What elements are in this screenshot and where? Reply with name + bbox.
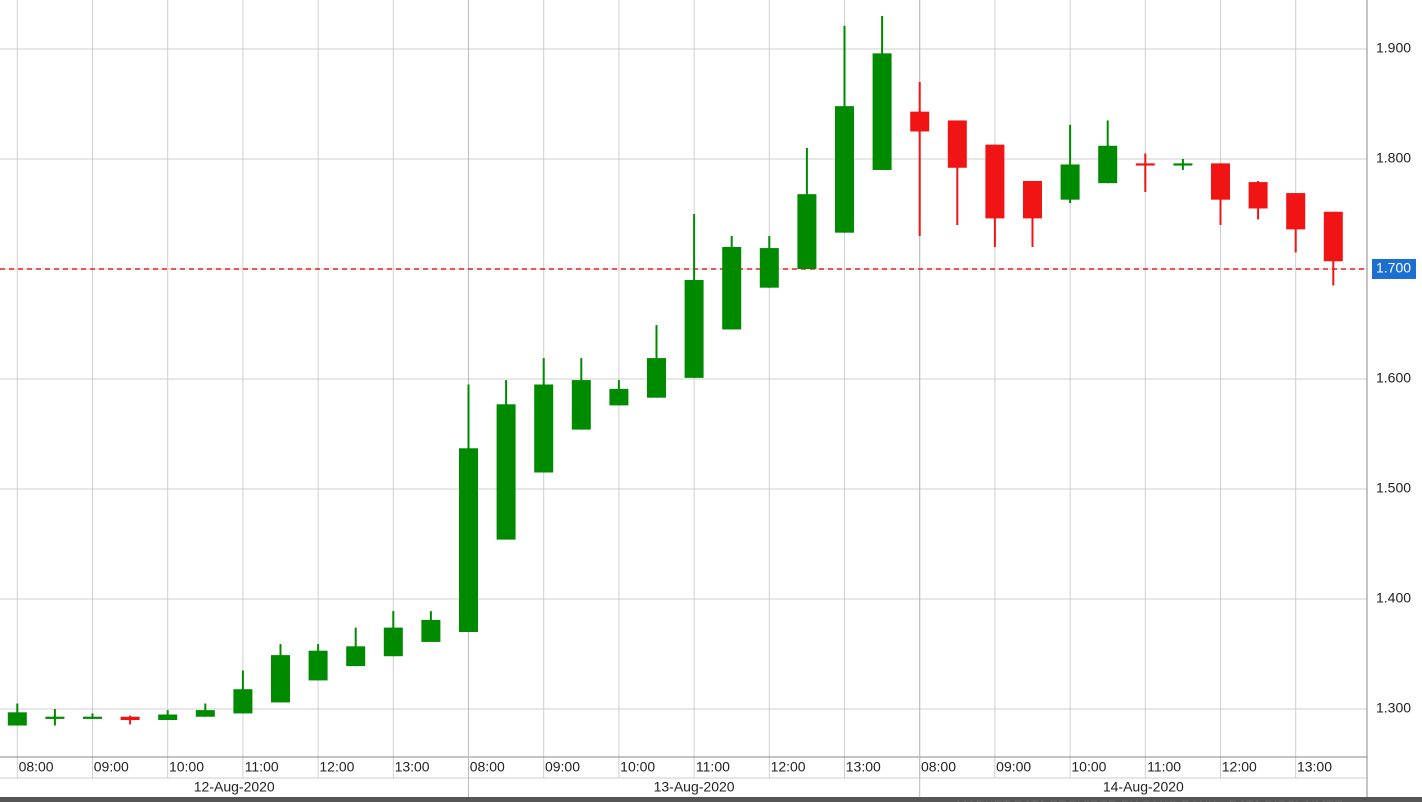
candle-body xyxy=(647,358,666,398)
candle-body xyxy=(45,716,65,719)
x-tick-label: 12:00 xyxy=(771,759,806,775)
candle-body xyxy=(1323,211,1343,262)
x-tick-label: 13:00 xyxy=(1297,759,1332,775)
candle-body xyxy=(534,384,554,473)
candle-body xyxy=(346,646,366,667)
candle-body xyxy=(1135,163,1155,166)
x-tick-label: 08:00 xyxy=(470,759,505,775)
day-label: 12-Aug-2020 xyxy=(194,779,275,795)
x-tick-label: 11:00 xyxy=(696,759,730,775)
price-label-box xyxy=(1372,258,1416,279)
candle-body xyxy=(308,650,328,681)
x-tick-label: 13:00 xyxy=(846,759,881,775)
x-tick-label: 11:00 xyxy=(245,759,279,775)
candle-body xyxy=(1211,163,1230,200)
y-tick-label: 1.400 xyxy=(1376,590,1411,606)
y-tick-label: 1.500 xyxy=(1376,480,1411,496)
x-tick-label: 12:00 xyxy=(1222,759,1257,775)
candle-body xyxy=(797,194,817,269)
candle-body xyxy=(872,53,892,170)
candle-body xyxy=(759,248,779,288)
x-tick-label: 09:00 xyxy=(545,759,580,775)
candle-body xyxy=(609,388,629,406)
candle-body xyxy=(835,106,854,233)
x-tick-label: 13:00 xyxy=(395,759,430,775)
candle-body xyxy=(1098,145,1118,184)
candle-body xyxy=(910,111,930,132)
candle-body xyxy=(571,380,591,430)
y-tick-label: 1.900 xyxy=(1376,40,1411,56)
candle-body xyxy=(158,714,178,721)
candle-body xyxy=(722,246,742,330)
x-tick-label: 10:00 xyxy=(169,759,204,775)
day-label: 13-Aug-2020 xyxy=(654,779,735,795)
candle-body xyxy=(459,448,478,633)
footer: MARKET DATA PROVIDED BY SAXO BANK • DATA… xyxy=(956,797,1343,802)
candle-body xyxy=(421,619,441,642)
candle-body xyxy=(985,144,1005,219)
candle-body xyxy=(83,716,102,719)
x-tick-label: 09:00 xyxy=(996,759,1031,775)
candle-body xyxy=(947,120,967,168)
x-tick-label: 12:00 xyxy=(319,759,354,775)
y-tick-label: 1.300 xyxy=(1376,700,1411,716)
candle-body xyxy=(7,712,27,726)
candle-body xyxy=(1060,164,1080,200)
x-tick-label: 08:00 xyxy=(921,759,956,775)
y-tick-label: 1.600 xyxy=(1376,370,1411,386)
candle-body xyxy=(120,716,140,721)
day-label: 14-Aug-2020 xyxy=(1103,779,1184,795)
candle-body xyxy=(1023,180,1042,219)
x-tick-label: 10:00 xyxy=(620,759,655,775)
x-tick-label: 10:00 xyxy=(1071,759,1106,775)
price-label: 1.700 xyxy=(1376,260,1411,276)
y-tick-label: 1.800 xyxy=(1376,150,1411,166)
x-tick-label: 08:00 xyxy=(19,759,54,775)
candle-body xyxy=(233,689,253,714)
candle-body xyxy=(1248,182,1268,209)
candle-body xyxy=(1286,193,1306,230)
candle-body xyxy=(684,279,704,378)
candle-body xyxy=(383,627,403,657)
candle-body xyxy=(195,710,215,717)
candle-body xyxy=(271,655,290,703)
x-tick-label: 11:00 xyxy=(1147,759,1181,775)
axis-bottom-bar xyxy=(0,797,1422,802)
candle-body xyxy=(496,404,516,540)
candle-body xyxy=(1173,163,1193,166)
x-tick-label: 09:00 xyxy=(94,759,129,775)
